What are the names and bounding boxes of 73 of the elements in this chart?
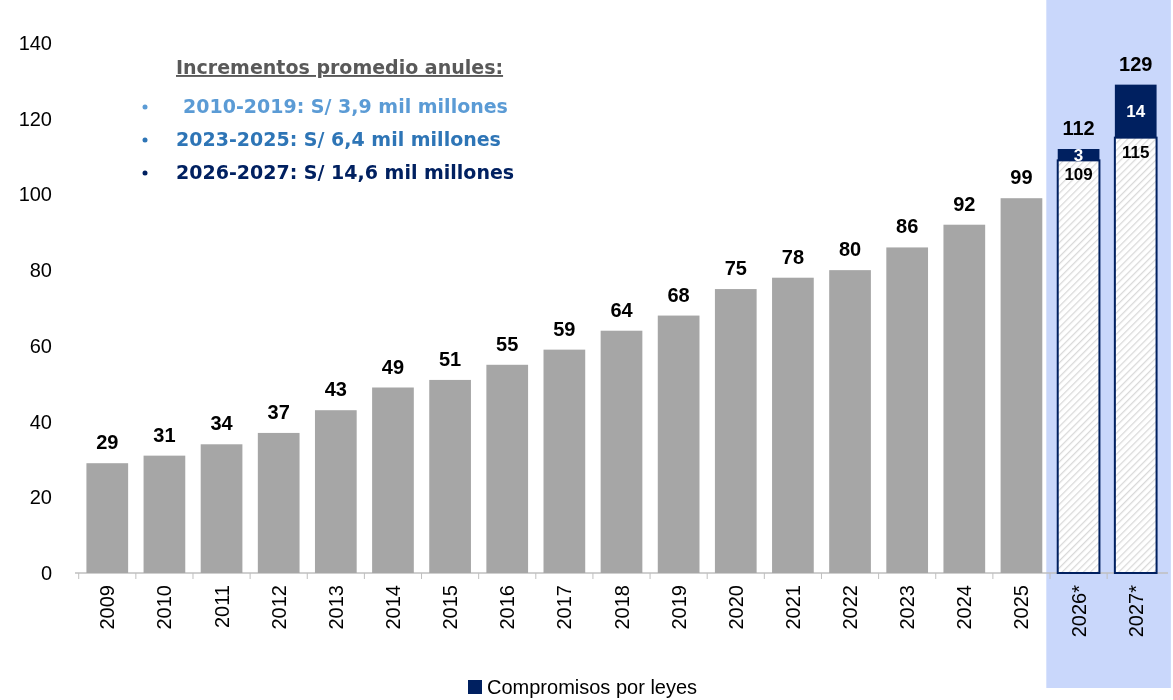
x-tick-label: 2013: [324, 585, 347, 630]
data-label: 115: [1122, 142, 1150, 162]
x-tick-label: 2017: [553, 585, 576, 630]
bar: [657, 315, 700, 573]
bar: [372, 387, 414, 573]
x-tick-label: 2018: [610, 585, 633, 630]
bar: [1000, 198, 1043, 573]
bar: [714, 289, 757, 573]
bar: [143, 455, 186, 573]
annotation: 2010-2019: S/ 3,9 mil millones: [183, 95, 508, 117]
data-label: 86: [896, 215, 919, 238]
data-label: 59: [553, 317, 576, 340]
bar: [86, 463, 129, 573]
x-tick-label: 2011: [210, 585, 233, 629]
bar: [1114, 84, 1157, 138]
y-tick-label: 140: [18, 32, 52, 54]
bar: [543, 349, 586, 573]
data-label: 80: [838, 238, 862, 261]
annotation: Incrementos promedio anules:: [176, 56, 504, 78]
x-tick-label: 2024: [953, 585, 976, 630]
x-tick-label: 2019: [667, 585, 690, 630]
x-tick-label: 2016: [496, 585, 519, 630]
total-label: 129: [1119, 52, 1153, 75]
bar: [886, 247, 929, 573]
y-tick-label: 100: [18, 183, 52, 206]
data-label: 51: [438, 347, 462, 370]
x-tick-label: 2021: [781, 585, 804, 630]
y-tick-label: 60: [29, 334, 52, 357]
x-tick-label: 2026*: [1067, 584, 1090, 638]
x-tick-label: 2014: [381, 585, 404, 630]
bar: [486, 364, 529, 573]
data-label: 49: [381, 355, 405, 378]
x-tick-label: 2027*: [1124, 584, 1147, 638]
data-label: 78: [781, 245, 805, 268]
bar: [943, 224, 986, 573]
data-label: 75: [724, 257, 747, 280]
data-label: 14: [1126, 102, 1146, 122]
x-tick-label: 2025: [1010, 585, 1033, 630]
bar: [429, 379, 471, 573]
data-label: 55: [496, 332, 519, 355]
x-tick-label: 2020: [724, 585, 747, 630]
legend-label: Compromisos por leyes: [487, 676, 698, 698]
data-label: 37: [267, 400, 290, 423]
x-tick-label: 2023: [896, 585, 919, 630]
x-tick-label: 2015: [439, 585, 462, 630]
y-tick-label: 80: [29, 259, 52, 282]
bar: [200, 444, 243, 573]
y-tick-label: 0: [40, 562, 52, 584]
y-tick-label: 120: [18, 107, 52, 130]
data-label: 109: [1064, 165, 1093, 185]
y-tick-label: 40: [29, 410, 52, 433]
y-tick-label: 20: [29, 486, 52, 509]
data-label: 43: [324, 378, 347, 401]
x-tick-label: 2009: [96, 585, 119, 630]
x-tick-label: 2012: [267, 585, 290, 630]
data-label: 68: [667, 283, 690, 306]
data-label: 99: [1010, 166, 1033, 189]
bar: [600, 330, 643, 573]
data-label: 34: [210, 412, 234, 435]
annotation: 2026-2027: S/ 14,6 mil millones: [176, 161, 515, 183]
data-label: 31: [153, 423, 176, 446]
total-label: 112: [1062, 117, 1095, 139]
data-label: 92: [953, 192, 976, 215]
bar: [829, 270, 871, 573]
annotation: 2023-2025: S/ 6,4 mil millones: [176, 128, 501, 150]
data-label: 29: [96, 431, 119, 454]
data-label: 64: [610, 298, 634, 321]
x-tick-label: 2022: [839, 585, 862, 630]
x-tick-label: 2010: [153, 585, 176, 630]
data-label: 3: [1073, 145, 1084, 165]
bar: [257, 432, 300, 573]
bar: [314, 410, 357, 573]
bar: [772, 277, 814, 573]
